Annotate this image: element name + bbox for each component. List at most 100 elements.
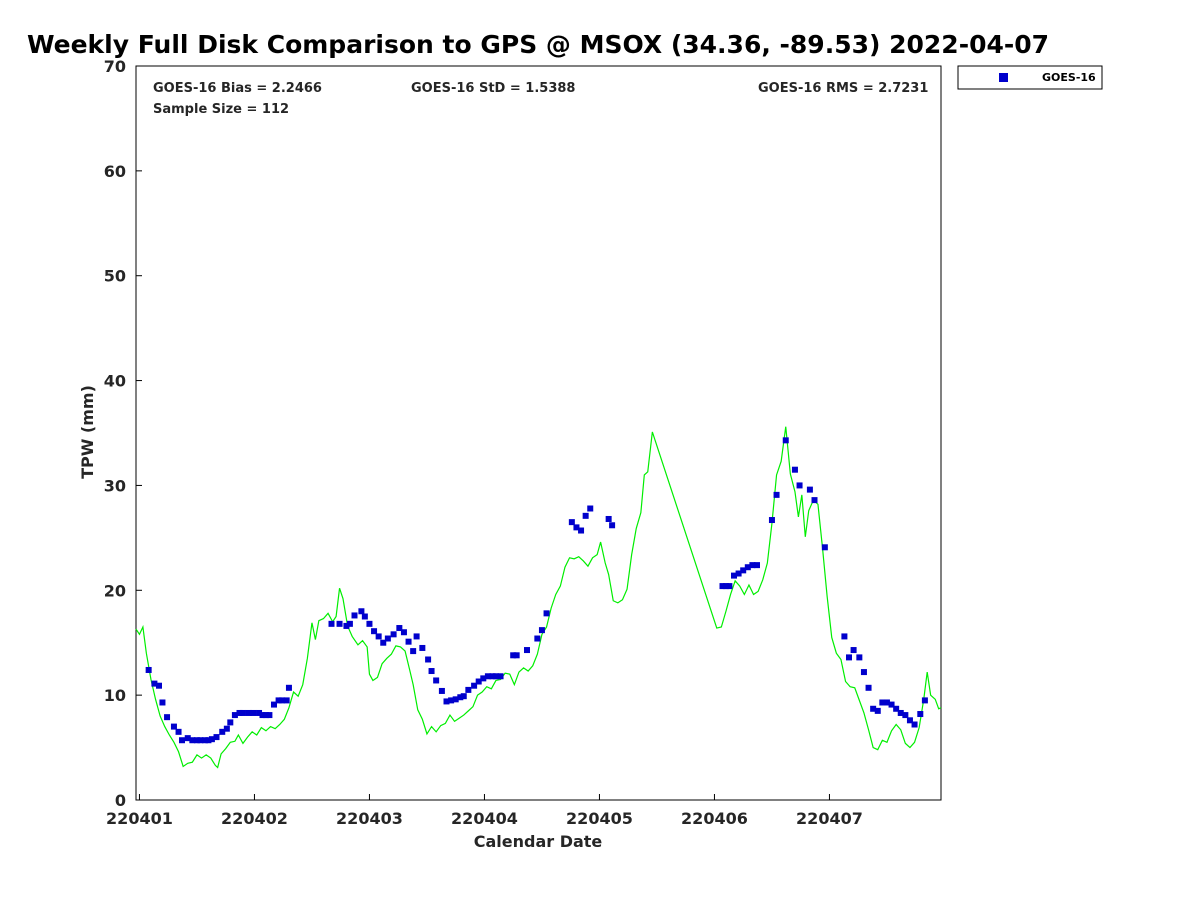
chart-title: Weekly Full Disk Comparison to GPS @ MSO… bbox=[27, 30, 1049, 59]
rms-stat: GOES-16 RMS = 2.7231 bbox=[758, 81, 928, 96]
goes16-data-point bbox=[484, 673, 491, 680]
goes16-data-point bbox=[846, 654, 852, 661]
goes16-data-point bbox=[471, 682, 478, 689]
goes16-data-point bbox=[457, 694, 464, 701]
goes16-data-point bbox=[343, 622, 350, 629]
goes16-data-point bbox=[396, 625, 403, 632]
goes16-data-point bbox=[573, 524, 580, 531]
goes16-data-point bbox=[346, 620, 353, 627]
goes16-data-point bbox=[156, 682, 162, 689]
goes16-data-point bbox=[452, 696, 459, 703]
x-tick-label: 220404 bbox=[451, 809, 518, 828]
goes16-data-point bbox=[213, 734, 220, 741]
goes16-data-point bbox=[578, 527, 585, 534]
goes16-data-point bbox=[279, 697, 286, 704]
legend-goes16-marker bbox=[999, 73, 1008, 82]
goes16-data-point bbox=[159, 699, 166, 706]
goes16-data-point bbox=[202, 737, 208, 744]
goes16-data-point bbox=[582, 512, 589, 519]
goes16-data-point bbox=[719, 583, 726, 590]
goes16-data-point bbox=[179, 737, 185, 744]
goes16-data-point bbox=[744, 564, 751, 571]
goes16-data-point bbox=[375, 633, 382, 640]
x-tick-label: 220405 bbox=[566, 809, 633, 828]
goes16-data-point bbox=[489, 673, 496, 680]
goes16-data-point bbox=[245, 709, 252, 716]
goes16-data-point bbox=[231, 712, 238, 719]
goes16-data-point bbox=[236, 709, 243, 716]
goes16-data-point bbox=[425, 656, 432, 663]
goes16-data-point bbox=[223, 725, 230, 732]
goes16-data-point bbox=[605, 515, 612, 522]
goes16-data-point bbox=[208, 736, 215, 743]
std-stat: GOES-16 StD = 1.5388 bbox=[411, 81, 575, 96]
goes16-data-point bbox=[897, 709, 904, 716]
goes16-data-point bbox=[371, 628, 378, 635]
goes-points-layer bbox=[145, 437, 928, 744]
goes16-data-point bbox=[902, 712, 909, 719]
goes16-data-point bbox=[390, 631, 397, 638]
x-tick-label: 220401 bbox=[106, 809, 173, 828]
goes16-data-point bbox=[151, 680, 158, 687]
goes16-data-point bbox=[893, 705, 900, 712]
goes16-data-point bbox=[361, 613, 368, 620]
goes16-data-point bbox=[239, 709, 246, 716]
goes16-data-point bbox=[283, 697, 290, 704]
goes16-data-point bbox=[351, 612, 358, 619]
goes16-data-point bbox=[524, 647, 530, 654]
goes16-data-point bbox=[492, 673, 499, 680]
y-axis-label: TPW (mm) bbox=[78, 385, 97, 479]
goes16-data-point bbox=[731, 572, 737, 579]
y-tick-label: 40 bbox=[104, 372, 126, 391]
goes16-data-point bbox=[438, 687, 445, 694]
y-tick-label: 30 bbox=[104, 476, 126, 495]
goes16-data-point bbox=[328, 620, 335, 627]
goes16-data-point bbox=[796, 482, 803, 489]
x-tick-label: 220407 bbox=[796, 809, 863, 828]
x-axis-label: Calendar Date bbox=[474, 832, 603, 851]
x-tick-label: 220402 bbox=[221, 809, 288, 828]
gps-line-layer bbox=[135, 426, 942, 769]
goes16-data-point bbox=[193, 737, 200, 744]
goes16-data-point bbox=[400, 629, 407, 636]
plot-area bbox=[135, 65, 942, 801]
goes16-data-point bbox=[465, 686, 472, 693]
goes16-data-point bbox=[259, 712, 266, 719]
goes16-data-point bbox=[865, 684, 872, 691]
goes16-data-point bbox=[205, 737, 212, 744]
y-tick-label: 70 bbox=[104, 57, 126, 76]
goes16-data-point bbox=[460, 693, 467, 700]
goes16-data-point bbox=[888, 701, 895, 708]
goes16-data-point bbox=[587, 505, 594, 512]
goes16-data-point bbox=[413, 633, 420, 640]
goes16-data-point bbox=[568, 519, 575, 526]
goes16-data-point bbox=[184, 735, 191, 742]
goes16-data-point bbox=[145, 666, 152, 673]
bias-stat: GOES-16 Bias = 2.2466 bbox=[153, 81, 322, 96]
gps-series-line bbox=[135, 426, 942, 769]
goes16-data-point bbox=[921, 697, 928, 704]
sample-size-stat: Sample Size = 112 bbox=[153, 102, 289, 117]
goes16-data-point bbox=[262, 712, 269, 719]
goes16-data-point bbox=[870, 705, 877, 712]
goes16-data-point bbox=[850, 647, 857, 654]
legend: GOES-16 bbox=[957, 65, 1103, 90]
goes16-data-point bbox=[609, 522, 616, 529]
legend-goes16-label: GOES-16 bbox=[1042, 71, 1096, 84]
goes16-data-point bbox=[405, 638, 412, 645]
goes16-data-point bbox=[256, 709, 263, 716]
goes16-data-point bbox=[911, 721, 918, 728]
goes16-data-point bbox=[811, 497, 818, 504]
goes16-data-point bbox=[841, 633, 848, 640]
goes16-data-point bbox=[428, 668, 435, 675]
y-tick-label: 20 bbox=[104, 581, 126, 600]
goes16-data-point bbox=[773, 491, 780, 498]
goes16-data-point bbox=[497, 673, 504, 680]
goes16-data-point bbox=[806, 486, 813, 493]
y-tick-label: 60 bbox=[104, 162, 126, 181]
plot-frame bbox=[135, 65, 942, 801]
goes16-data-point bbox=[285, 684, 292, 691]
goes16-data-point bbox=[740, 567, 747, 574]
y-tick-label: 0 bbox=[115, 791, 126, 810]
